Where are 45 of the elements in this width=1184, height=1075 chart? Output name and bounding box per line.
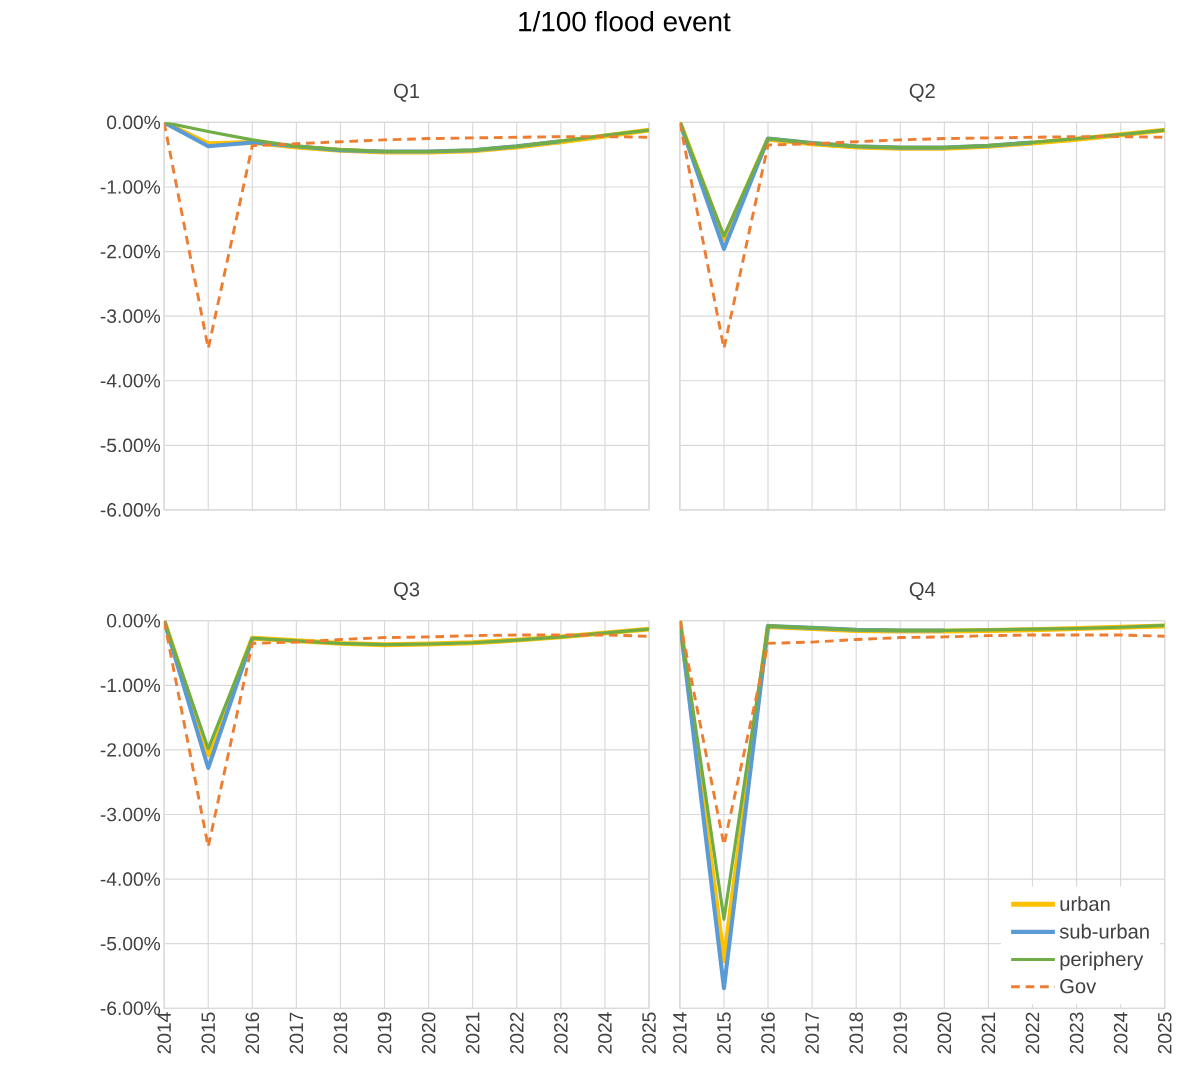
x-tick-label: 2020 — [421, 1012, 436, 1054]
y-tick-label: -3.00% — [100, 807, 161, 822]
y-tick-label: 0.00% — [107, 115, 161, 130]
chart-title: Q2 — [909, 83, 935, 102]
x-tick-label: 2016 — [761, 1012, 775, 1054]
y-tick-label: 0.00% — [107, 614, 161, 628]
x-tick-label: 2021 — [465, 1012, 480, 1054]
y-tick-label: -6.00% — [100, 503, 161, 517]
x-tick-label: 2017 — [805, 1012, 819, 1054]
chart-title: Q1 — [394, 83, 420, 102]
chart-title: Q3 — [394, 582, 420, 601]
x-tick-label: 2014 — [673, 1012, 687, 1054]
y-tick-label: -1.00% — [100, 678, 161, 693]
y-tick-label: -5.00% — [100, 438, 161, 453]
y-tick-label: -2.00% — [100, 244, 161, 259]
legend-label: sub-urban — [1059, 923, 1149, 939]
x-tick-label: 2025 — [642, 1012, 656, 1054]
legend-label: urban — [1060, 896, 1110, 912]
x-tick-label: 2016 — [245, 1012, 260, 1054]
x-tick-label: 2018 — [849, 1012, 863, 1054]
legend-label: periphery — [1060, 951, 1144, 971]
y-tick-label: -4.00% — [100, 872, 161, 887]
x-tick-label: 2021 — [981, 1012, 996, 1054]
x-tick-label: 2015 — [717, 1012, 731, 1054]
x-tick-label: 2019 — [377, 1012, 392, 1054]
x-tick-label: 2025 — [1157, 1012, 1172, 1054]
y-tick-label: -3.00% — [100, 309, 161, 324]
x-tick-label: 2017 — [289, 1012, 304, 1054]
text: 1/100 flood event — [519, 11, 731, 32]
x-tick-label: 2018 — [333, 1012, 348, 1054]
x-tick-label: 2023 — [554, 1012, 568, 1054]
y-tick-label: -5.00% — [100, 937, 161, 951]
y-tick-label: -1.00% — [100, 180, 161, 194]
x-tick-label: 2022 — [1025, 1012, 1040, 1054]
x-tick-label: 2019 — [893, 1012, 908, 1054]
x-tick-label: 2015 — [201, 1012, 216, 1054]
x-tick-label: 2024 — [598, 1012, 612, 1054]
x-tick-label: 2022 — [509, 1012, 524, 1054]
x-tick-label: 2023 — [1069, 1012, 1084, 1054]
y-tick-label: -4.00% — [100, 374, 161, 388]
y-tick-label: -2.00% — [100, 743, 161, 757]
x-tick-label: 2024 — [1113, 1012, 1128, 1054]
chart-title: Q4 — [909, 582, 936, 601]
legend-label: Gov — [1060, 979, 1097, 994]
x-tick-label: 2020 — [937, 1012, 952, 1054]
